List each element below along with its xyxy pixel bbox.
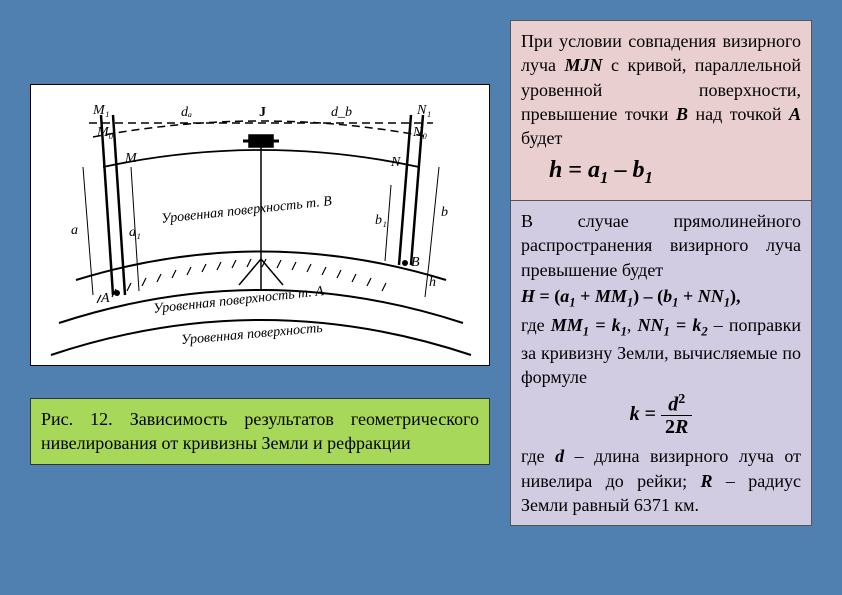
label-db: d_b — [331, 105, 352, 121]
formula-h: h = a1 – b1 — [521, 150, 801, 191]
l-ek2: = k — [670, 315, 702, 335]
label-M: M — [125, 151, 137, 167]
label-N0: N₀ — [413, 125, 427, 141]
fH-NN: NN — [698, 286, 724, 306]
label-a1: a₁ — [129, 225, 141, 241]
fh-s2: 1 — [644, 168, 652, 187]
l2a: где — [521, 315, 551, 335]
fH-c2: ), — [730, 286, 741, 306]
pink-p4: будет — [521, 128, 562, 148]
label-b1: b₁ — [375, 213, 387, 229]
fh-a: a — [588, 157, 600, 183]
fH-H: H — [521, 286, 535, 306]
formula-H: H = (a1 + MM1) – (b1 + NN1), — [521, 282, 801, 314]
lavender-text-box: В случае прямолинейного распространения … — [510, 201, 812, 526]
fh-min: – — [608, 157, 632, 183]
label-M0: M₀ — [97, 125, 114, 141]
caption-text: Рис. 12. Зависимость результатов геометр… — [41, 409, 479, 453]
label-N: N — [391, 155, 400, 171]
fk-d1: 2 — [665, 416, 675, 438]
lav-p2: где MM1 = k1, NN1 = k2 – поправки за кри… — [521, 313, 801, 389]
fH-p2: + — [678, 286, 697, 306]
label-da: dₐ — [181, 105, 192, 121]
fH-c1: ) – ( — [633, 286, 663, 306]
fH-a: a — [560, 286, 569, 306]
fh-eq: = — [562, 157, 588, 183]
pink-p3: над точкой — [688, 104, 789, 124]
fH-p1: + — [576, 286, 595, 306]
fk-num: d — [668, 393, 678, 415]
label-M1: M₁ — [93, 103, 110, 119]
l-R: R — [700, 471, 712, 491]
label-a: a — [71, 223, 78, 239]
pink-B: B — [676, 104, 688, 124]
fk-exp: 2 — [678, 392, 685, 407]
l-ek1: = k — [589, 315, 621, 335]
pink-A: A — [789, 104, 801, 124]
fH-eq: = ( — [535, 286, 560, 306]
label-B: B — [411, 255, 420, 271]
fH-b: b — [663, 286, 672, 306]
leveling-diagram: M₁ M₀ M A a a₁ J dₐ d_b N₁ N₀ N B b b₁ h… — [30, 84, 490, 366]
fk-frac: d2 2R — [661, 392, 692, 439]
formula-k: k = d2 2R — [521, 390, 801, 445]
fk-eq: = — [645, 403, 661, 425]
label-N1: N₁ — [417, 103, 431, 119]
l-d: d — [555, 446, 564, 466]
figure-caption: Рис. 12. Зависимость результатов геометр… — [30, 398, 490, 465]
label-h: h — [429, 275, 436, 291]
fh-b: b — [632, 157, 644, 183]
pink-MJN: MJN — [565, 55, 603, 75]
fH-MM: MM — [595, 286, 627, 306]
lav-p1: В случае прямолинейного распространения … — [521, 209, 801, 282]
label-b: b — [441, 205, 448, 221]
fh-h: h — [549, 157, 562, 183]
l-nn: NN — [638, 315, 664, 335]
pink-text-box: При условии совпадения визирного луча MJ… — [510, 20, 812, 201]
fk-k: k — [630, 403, 640, 425]
label-A: A — [101, 291, 110, 307]
label-J: J — [259, 105, 266, 121]
l-com: , — [627, 315, 638, 335]
lav-p3: где d – длина визирного луча от нивелира… — [521, 444, 801, 517]
fk-d2: R — [675, 416, 688, 438]
l-mm: MM — [551, 315, 583, 335]
l3a: где — [521, 446, 555, 466]
